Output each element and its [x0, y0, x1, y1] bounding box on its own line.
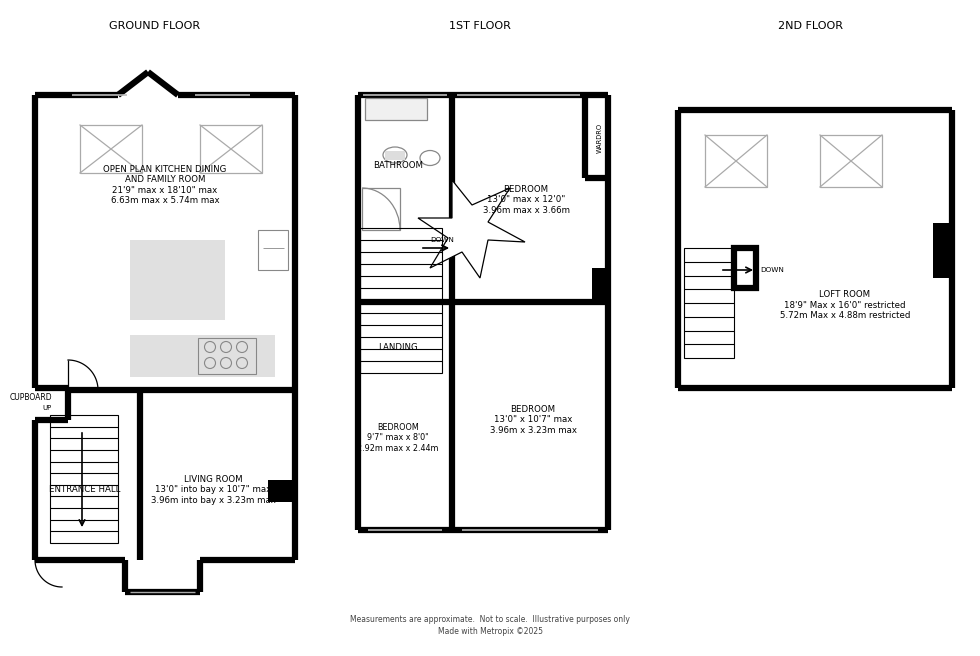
Polygon shape [418, 180, 525, 278]
Text: LIVING ROOM
13'0" into bay x 10'7" max
3.96m into bay x 3.23m max: LIVING ROOM 13'0" into bay x 10'7" max 3… [151, 475, 275, 505]
Bar [705, 135, 767, 187]
Bar [130, 335, 275, 377]
Text: GROUND FLOOR: GROUND FLOOR [110, 21, 201, 31]
Bar [198, 338, 256, 374]
Bar [258, 230, 288, 270]
Text: LANDING: LANDING [378, 344, 417, 352]
Text: ENTRANCE HALL: ENTRANCE HALL [49, 485, 121, 495]
Text: BEDROOM
9'7" max x 8'0"
2.92m max x 2.44m: BEDROOM 9'7" max x 8'0" 2.92m max x 2.44… [358, 423, 439, 453]
Bar [268, 480, 295, 502]
Bar [684, 248, 734, 358]
Text: DOWN: DOWN [430, 237, 454, 243]
Text: BEDROOM
13'0" max x 12'0"
3.96m max x 3.66m: BEDROOM 13'0" max x 12'0" 3.96m max x 3.… [482, 185, 569, 215]
Bar [80, 125, 142, 173]
Bar [820, 135, 882, 187]
Bar [592, 268, 608, 302]
Bar [130, 240, 225, 320]
Text: UP: UP [43, 405, 52, 411]
Text: BATHROOM: BATHROOM [373, 161, 423, 169]
Text: OPEN PLAN KITCHEN DINING
AND FAMILY ROOM
21'9" max x 18'10" max
6.63m max x 5.74: OPEN PLAN KITCHEN DINING AND FAMILY ROOM… [103, 165, 226, 205]
Bar [365, 98, 427, 120]
Bar [734, 248, 756, 288]
Text: 1ST FLOOR: 1ST FLOOR [449, 21, 511, 31]
Bar [933, 223, 952, 278]
Bar [362, 188, 400, 230]
Text: DOWN: DOWN [760, 267, 784, 273]
Text: 2ND FLOOR: 2ND FLOOR [777, 21, 843, 31]
Text: BEDROOM
13'0" x 10'7" max
3.96m x 3.23m max: BEDROOM 13'0" x 10'7" max 3.96m x 3.23m … [489, 405, 576, 435]
Bar [360, 228, 442, 373]
Bar [200, 125, 262, 173]
Text: Measurements are approximate.  Not to scale.  Illustrative purposes only: Measurements are approximate. Not to sca… [350, 615, 630, 625]
Text: Made with Metropix ©2025: Made with Metropix ©2025 [437, 628, 543, 636]
Bar [50, 415, 118, 543]
Bar [385, 151, 405, 160]
Text: LOFT ROOM
18'9" Max x 16'0" restricted
5.72m Max x 4.88m restricted: LOFT ROOM 18'9" Max x 16'0" restricted 5… [780, 290, 910, 320]
Text: CUPBOARD: CUPBOARD [10, 394, 52, 403]
Text: WARDRO: WARDRO [597, 123, 603, 153]
